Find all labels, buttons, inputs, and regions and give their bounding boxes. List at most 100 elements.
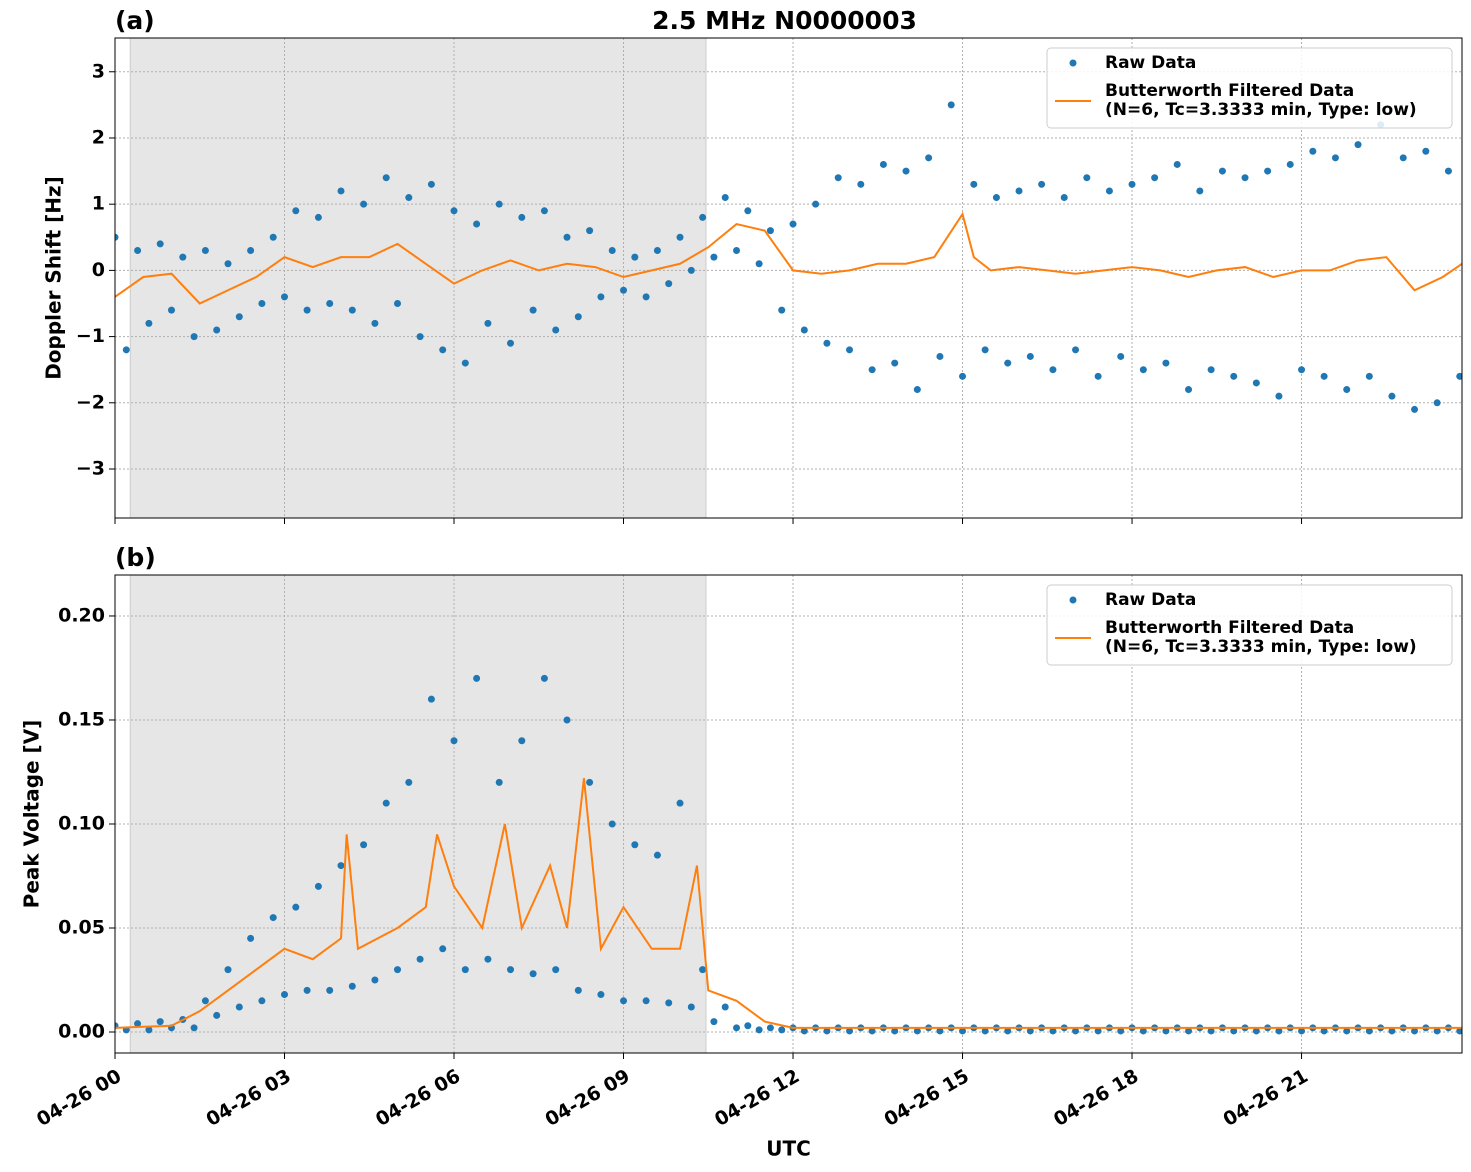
raw-point	[1139, 366, 1147, 374]
raw-point	[156, 1018, 164, 1026]
raw-point	[959, 1027, 967, 1035]
raw-point	[1207, 366, 1215, 374]
raw-point	[495, 200, 503, 208]
raw-point	[269, 233, 277, 241]
raw-point	[473, 220, 481, 228]
raw-point	[405, 778, 413, 786]
raw-point	[1117, 1027, 1125, 1035]
raw-point	[371, 976, 379, 984]
raw-point	[1083, 174, 1091, 182]
raw-point	[405, 194, 413, 202]
raw-point	[518, 737, 526, 745]
raw-point	[1230, 372, 1238, 380]
raw-point	[1004, 1027, 1012, 1035]
raw-point	[179, 253, 187, 261]
raw-point	[540, 674, 548, 682]
raw-point	[235, 313, 243, 321]
raw-point	[710, 1018, 718, 1026]
raw-point	[1411, 405, 1419, 413]
raw-point	[902, 167, 910, 175]
raw-point	[529, 306, 537, 314]
raw-point	[574, 986, 582, 994]
raw-point	[394, 299, 402, 307]
raw-point	[1207, 1027, 1215, 1035]
raw-point	[653, 851, 661, 859]
legend-label: Butterworth Filtered Data (N=6, Tc=3.3333…	[1105, 81, 1417, 120]
raw-point	[1456, 1027, 1462, 1035]
raw-point	[416, 333, 424, 341]
y-tick-label: 3	[92, 60, 105, 82]
x-tick-label: 04-26 00	[33, 1065, 125, 1131]
raw-point	[1456, 372, 1462, 380]
legend-marker	[1069, 596, 1077, 604]
x-tick-label: 04-26 09	[542, 1065, 634, 1131]
legend-box	[1046, 584, 1453, 666]
raw-point	[201, 247, 209, 255]
raw-point	[891, 1027, 899, 1035]
x-tick-label: 04-26 03	[202, 1065, 294, 1131]
raw-point	[303, 986, 311, 994]
raw-point	[269, 914, 277, 922]
x-tick-label: 04-26 06	[372, 1065, 464, 1131]
raw-point	[1026, 352, 1034, 360]
raw-point	[518, 213, 526, 221]
raw-point	[439, 945, 447, 953]
raw-point	[733, 247, 741, 255]
raw-point	[371, 319, 379, 327]
legend-marker	[1069, 59, 1077, 67]
raw-point	[1185, 1027, 1193, 1035]
y-tick-label: −3	[76, 458, 105, 480]
y-tick-label: 0.15	[58, 708, 105, 730]
raw-point	[992, 194, 1000, 202]
raw-point	[461, 966, 469, 974]
raw-point	[1015, 187, 1023, 195]
raw-point	[823, 339, 831, 347]
raw-point	[721, 194, 729, 202]
raw-point	[1038, 180, 1046, 188]
raw-point	[699, 966, 707, 974]
raw-point	[755, 260, 763, 268]
raw-point	[1252, 1027, 1260, 1035]
raw-point	[337, 187, 345, 195]
raw-point	[168, 306, 176, 314]
raw-point	[620, 286, 628, 294]
raw-point	[597, 991, 605, 999]
raw-point	[879, 160, 887, 168]
raw-point	[631, 841, 639, 849]
raw-point	[1252, 379, 1260, 387]
raw-point	[1049, 366, 1057, 374]
raw-point	[247, 934, 255, 942]
x-tick-label: 04-26 12	[711, 1065, 803, 1131]
raw-point	[959, 372, 967, 380]
raw-point	[1399, 154, 1407, 162]
plot-area	[115, 101, 1462, 413]
raw-point	[1411, 1027, 1419, 1035]
raw-point	[439, 346, 447, 354]
raw-point	[115, 233, 119, 241]
raw-point	[891, 359, 899, 367]
raw-point	[1004, 359, 1012, 367]
x-tick-label: 04-26 18	[1050, 1065, 1142, 1131]
raw-point	[314, 882, 322, 890]
raw-point	[1218, 167, 1226, 175]
panel-label: (a)	[115, 6, 155, 35]
raw-point	[857, 180, 865, 188]
raw-point	[778, 306, 786, 314]
raw-point	[1139, 1027, 1147, 1035]
raw-point	[360, 200, 368, 208]
raw-point	[868, 1027, 876, 1035]
raw-point	[145, 319, 153, 327]
raw-point	[597, 293, 605, 301]
raw-point	[687, 266, 695, 274]
raw-point	[970, 180, 978, 188]
raw-point	[1422, 147, 1430, 155]
raw-point	[1196, 187, 1204, 195]
raw-point	[1151, 174, 1159, 182]
raw-point	[721, 1003, 729, 1011]
raw-point	[800, 1027, 808, 1035]
shaded-span	[129, 37, 707, 519]
raw-point	[1162, 1027, 1170, 1035]
raw-point	[1388, 392, 1396, 400]
raw-point	[1105, 187, 1113, 195]
raw-point	[326, 986, 334, 994]
